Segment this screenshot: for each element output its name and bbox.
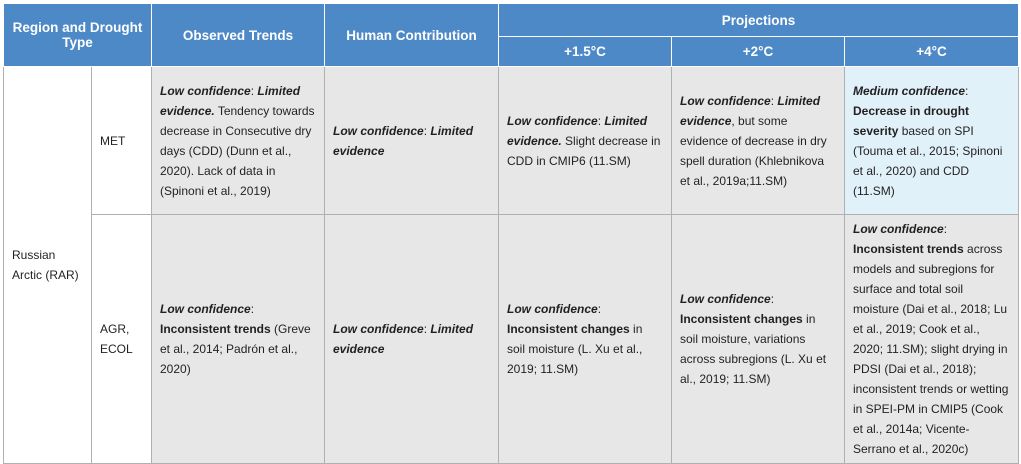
text-segment: Medium confidence: [853, 83, 966, 98]
text-segment: across models and subregions for surface…: [853, 242, 1009, 456]
text-segment: Limited evidence.: [507, 113, 648, 148]
text-segment: :: [597, 113, 605, 128]
text-segment: Inconsistent trends: [160, 322, 271, 336]
text-segment: Inconsistent trends: [853, 242, 964, 256]
table-header: Region and Drought Type Observed Trends …: [3, 3, 1019, 67]
assessment-cell: Low confidence: Limited evidence: [324, 66, 499, 215]
text-segment: Limited evidence: [333, 123, 474, 158]
assessment-cell: Low confidence: Inconsistent changes in …: [671, 214, 845, 464]
header-cell: Human Contribution: [324, 3, 499, 67]
text-segment: Limited evidence: [680, 93, 821, 128]
text-segment: in soil moisture, variations across subr…: [680, 312, 827, 386]
text-segment: :: [943, 222, 948, 236]
drought-type-cell: MET: [91, 66, 152, 215]
text-segment: Low confidence: [333, 123, 424, 138]
text-segment: Low confidence: [853, 222, 944, 236]
table-row: Russian Arctic (RAR) MET Low confidence: L…: [3, 66, 1019, 464]
header-cell: +2°C: [671, 36, 845, 67]
text-segment: (Greve et al., 2014; Padrón et al., 2020…: [160, 322, 311, 376]
text-segment: :: [770, 292, 775, 306]
drought-table: Region and Drought Type Observed Trends …: [3, 3, 1019, 464]
assessment-cell: Low confidence: Limited evidence. Tenden…: [151, 66, 325, 215]
assessment-cell: Low confidence: Inconsistent trends acro…: [844, 214, 1019, 464]
text-segment: Inconsistent changes: [680, 312, 803, 326]
text-segment: Low confidence: [507, 113, 598, 128]
assessment-cell: Medium confidence: Decrease in drought s…: [844, 66, 1019, 215]
assessment-cell: Low confidence: Limited evidence. Slight…: [498, 66, 672, 215]
text-segment: Low confidence: [160, 83, 251, 98]
text-segment: Low confidence: [680, 93, 771, 108]
text-segment: in soil moisture (L. Xu et al., 2019; 11…: [507, 322, 643, 376]
header-cell: Projections: [498, 3, 1019, 37]
table-row: AGR, ECOL Low confidence: Inconsistent tr…: [4, 214, 1019, 464]
table-body: Russian Arctic (RAR) MET Low confidence: L…: [3, 66, 1019, 464]
text-segment: Low confidence: [333, 322, 424, 336]
assessment-cell: Low confidence: Inconsistent trends (Gre…: [151, 214, 325, 464]
header-cell: Region and Drought Type: [3, 3, 152, 67]
text-segment: Slight decrease in CDD in CMIP6 (11.SM): [507, 133, 661, 168]
header-cell: Observed Trends: [151, 3, 325, 67]
text-segment: Tendency towards decrease in Consecutive…: [160, 103, 315, 198]
assessment-cell: Low confidence: Limited evidence: [324, 214, 499, 464]
text-segment: Decrease in drought severity: [853, 103, 970, 138]
text-segment: :: [423, 123, 431, 138]
text-segment: Limited evidence: [333, 322, 474, 356]
drought-type-cell: AGR, ECOL: [91, 214, 152, 464]
header-cell: +4°C: [844, 36, 1019, 67]
text-segment: Low confidence: [680, 292, 771, 306]
text-segment: based on SPI (Touma et al., 2015; Spinon…: [853, 123, 1003, 198]
page: Region and Drought Type Observed Trends …: [0, 3, 1021, 464]
text-segment: :: [965, 83, 969, 98]
text-segment: , but some evidence of decrease in dry s…: [680, 113, 827, 188]
text-segment: Low confidence: [160, 302, 251, 316]
assessment-cell: Low confidence: Limited evidence, but so…: [671, 66, 845, 215]
text-segment: Inconsistent changes: [507, 322, 630, 336]
text-segment: Limited evidence.: [160, 83, 301, 118]
assessment-cell: Low confidence: Inconsistent changes in …: [498, 214, 672, 464]
text-segment: :: [250, 83, 258, 98]
text-segment: :: [250, 302, 255, 316]
text-segment: :: [770, 93, 778, 108]
header-cell: +1.5°C: [498, 36, 672, 67]
text-segment: Low confidence: [507, 302, 598, 316]
text-segment: :: [597, 302, 602, 316]
region-cell: Russian Arctic (RAR): [3, 66, 92, 464]
text-segment: :: [423, 322, 431, 336]
